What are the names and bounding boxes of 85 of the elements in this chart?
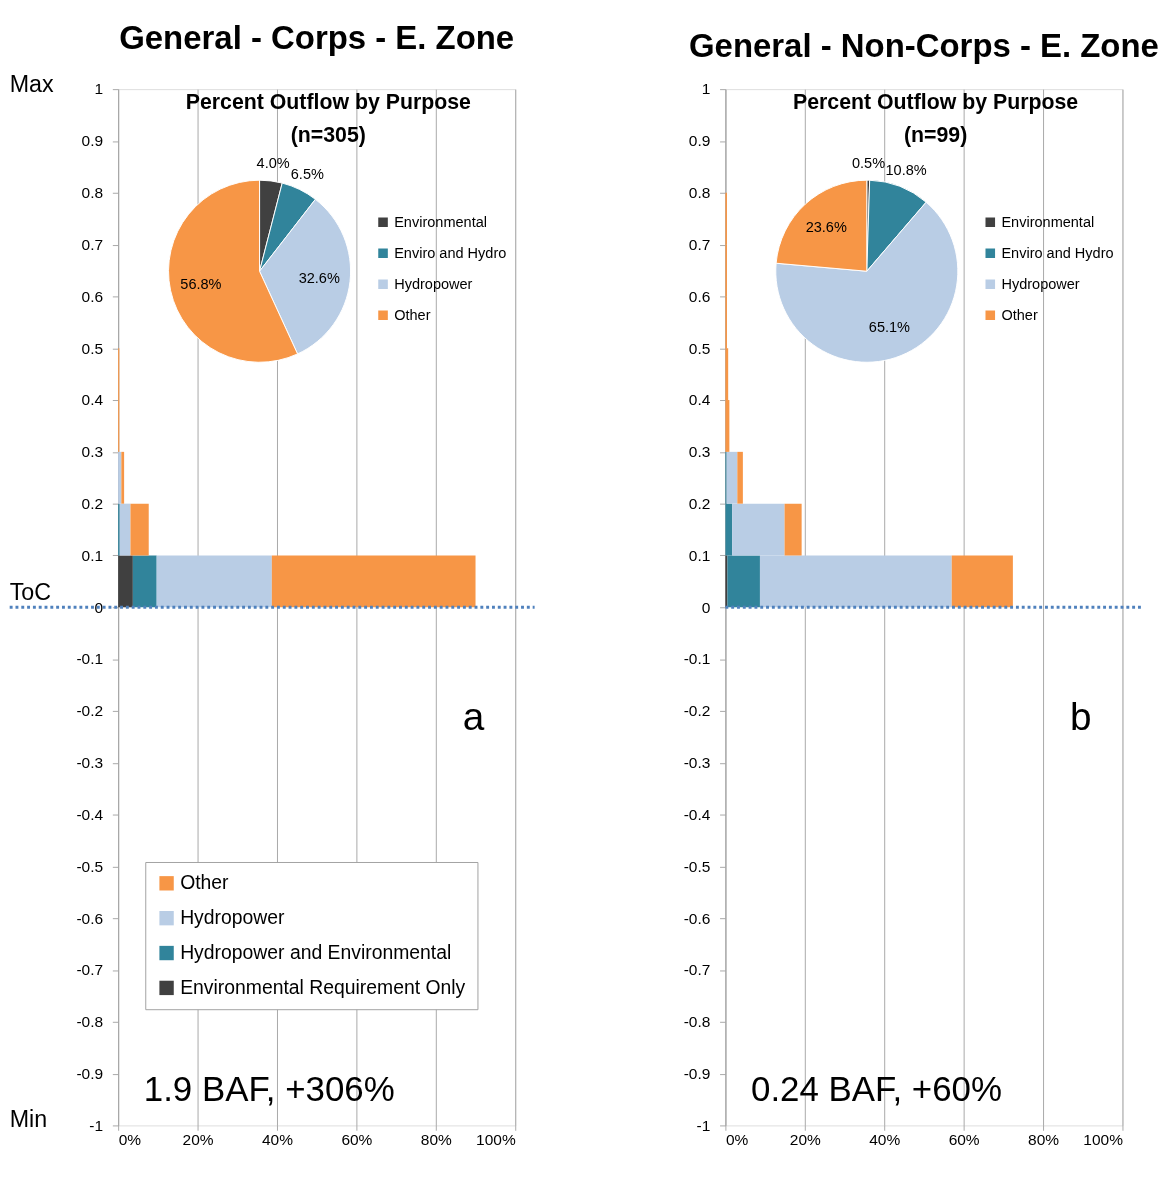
chart-title: General - Corps - E. Zone xyxy=(119,19,515,57)
y-tick-label: -0.7 xyxy=(76,961,104,979)
chart-title: Percent Outflow by Purpose (n=99) xyxy=(792,89,1079,148)
legend-label: Enviro and Hydro xyxy=(1001,245,1114,262)
data-label: 32.6% xyxy=(298,269,340,286)
legend-label: Environmental xyxy=(394,214,487,231)
x-tick-label: 0% xyxy=(118,1131,142,1149)
legend-label: Enviro and Hydro xyxy=(394,245,507,262)
annotation: b xyxy=(1070,695,1092,739)
y-tick-label: -0.1 xyxy=(76,650,104,668)
y-tick-label: 0.5 xyxy=(81,339,104,357)
data-label: 0.5% xyxy=(851,154,886,171)
legend-label: Hydropower xyxy=(1001,276,1080,293)
y-tick-label: 0.5 xyxy=(688,339,711,357)
y-tick-label: 0.9 xyxy=(81,132,104,150)
legend-label: Other xyxy=(180,871,230,894)
y-tick-label: 0.3 xyxy=(81,443,104,461)
x-tick-label: 80% xyxy=(1028,1131,1060,1149)
y-tick-label: -0.6 xyxy=(76,909,104,927)
x-tick-label: 80% xyxy=(420,1131,453,1149)
chart-title: General - Non-Corps - E. Zone xyxy=(689,27,1159,65)
y-tick-label: 0.4 xyxy=(81,391,104,409)
legend-label: Hydropower xyxy=(394,276,473,293)
x-tick-label: 40% xyxy=(869,1131,901,1149)
y-tick-label: 0.1 xyxy=(81,546,104,564)
data-label: 23.6% xyxy=(805,218,847,235)
data-label: 10.8% xyxy=(885,161,927,178)
legend-label: Other xyxy=(1001,307,1038,324)
chart-title: Percent Outflow by Purpose (n=305) xyxy=(185,89,472,148)
y-tick-label: 0.4 xyxy=(688,391,711,409)
y-tick-label: 0 xyxy=(94,598,104,616)
y-tick-label: -0.4 xyxy=(76,805,104,823)
y-tick-label: 0.6 xyxy=(81,287,104,305)
ref-line-label: ToC xyxy=(9,578,52,605)
y-tick-label: 1 xyxy=(94,80,104,98)
y-tick-label: -0.8 xyxy=(76,1013,104,1031)
y-tick-label: -0.9 xyxy=(683,1064,711,1082)
y-tick-label: -1 xyxy=(89,1116,104,1134)
x-tick-label: 60% xyxy=(948,1131,980,1149)
y-tick-label: 0.9 xyxy=(688,132,711,150)
x-tick-label: 20% xyxy=(182,1131,214,1149)
y-tick-label: -0.2 xyxy=(683,702,711,720)
y-tick-label: -0.7 xyxy=(683,961,711,979)
y-tick-label: -0.9 xyxy=(76,1064,104,1082)
annotation: 1.9 BAF, +306% xyxy=(143,1069,395,1109)
data-label: 56.8% xyxy=(180,275,222,292)
y-tick-label: -0.4 xyxy=(683,805,711,823)
legend-label: Other xyxy=(394,307,431,324)
x-tick-label: 20% xyxy=(789,1131,822,1149)
y-tick-label: -0.5 xyxy=(683,857,711,875)
y-tick-label: 1 xyxy=(701,80,711,98)
legend-label: Hydropower and Environmental xyxy=(180,940,452,963)
y-tick-label: 0.2 xyxy=(688,494,711,512)
data-label: 6.5% xyxy=(290,165,324,182)
annotation: a xyxy=(462,695,485,739)
x-tick-label: 40% xyxy=(261,1131,294,1149)
y-tick-label: 0.3 xyxy=(688,443,711,461)
y-tick-label: -0.1 xyxy=(683,650,711,668)
y-tick-label: -1 xyxy=(696,1116,711,1134)
y-tick-label: 0 xyxy=(701,598,711,616)
y-tick-label: 0.8 xyxy=(688,184,711,202)
data-label: 65.1% xyxy=(868,318,911,335)
legend-label: Hydropower xyxy=(180,905,286,928)
x-tick-label: 60% xyxy=(341,1131,373,1149)
y-tick-label: 0.6 xyxy=(688,287,711,305)
legend-label: Environmental Requirement Only xyxy=(180,975,466,998)
legend-label: Environmental xyxy=(1001,214,1095,231)
y-tick-label: -0.2 xyxy=(76,702,104,720)
text: Min xyxy=(9,1106,48,1133)
x-tick-label: 100% xyxy=(476,1131,516,1149)
x-tick-label: 100% xyxy=(1083,1131,1124,1149)
text: Max xyxy=(9,71,54,98)
x-tick-label: 0% xyxy=(725,1131,749,1149)
y-tick-label: -0.6 xyxy=(683,909,711,927)
y-tick-label: -0.5 xyxy=(76,857,104,875)
y-tick-label: 0.1 xyxy=(688,546,711,564)
y-tick-label: -0.3 xyxy=(683,754,711,772)
y-tick-label: 0.2 xyxy=(81,494,104,512)
data-label: 4.0% xyxy=(256,155,290,172)
y-tick-label: -0.3 xyxy=(76,754,104,772)
annotation: 0.24 BAF, +60% xyxy=(751,1069,1002,1109)
y-tick-label: -0.8 xyxy=(683,1013,711,1031)
y-tick-label: 0.8 xyxy=(81,184,104,202)
y-tick-label: 0.7 xyxy=(688,235,711,253)
y-tick-label: 0.7 xyxy=(81,235,104,253)
